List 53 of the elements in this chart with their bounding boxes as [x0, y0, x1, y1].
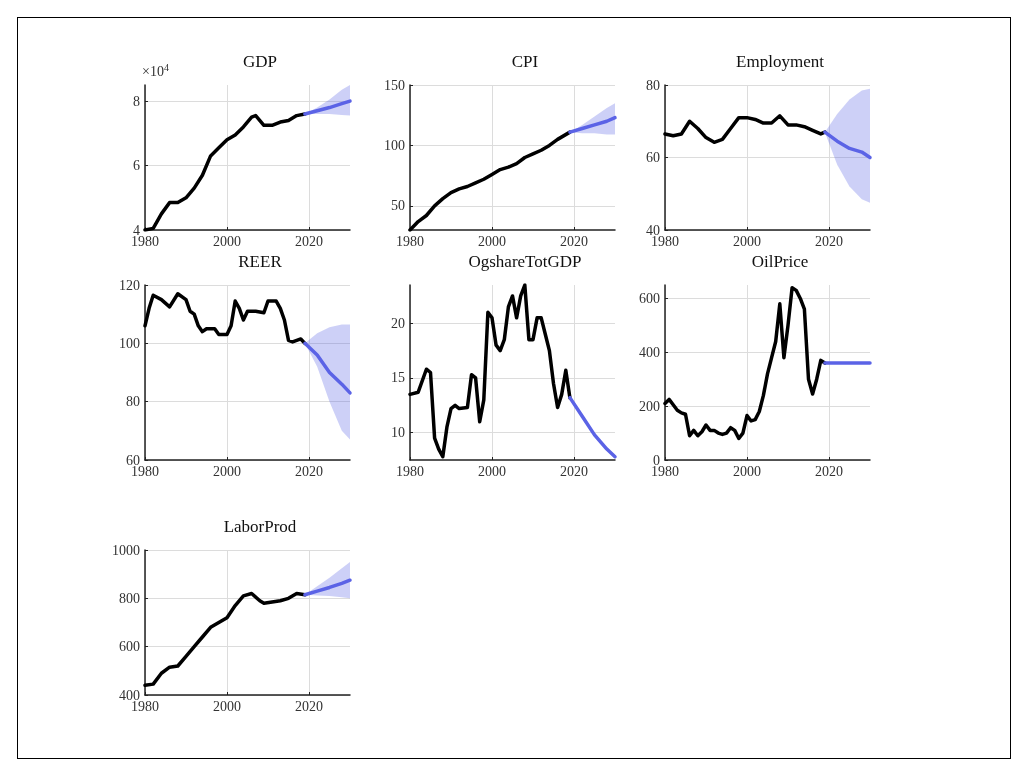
y-tick-label: 600 [639, 290, 660, 306]
chart-title: OgshareTotGDP [468, 252, 582, 271]
x-tick-label: 2000 [478, 463, 506, 479]
y-tick-label: 10 [391, 425, 405, 441]
x-tick-label: 2000 [733, 233, 761, 249]
line-series [823, 130, 872, 160]
line-series [143, 292, 307, 346]
y-tick-label: 80 [126, 394, 140, 410]
line-series [408, 130, 572, 232]
y-tick-label: 20 [391, 315, 405, 331]
y-tick-label: 50 [391, 198, 405, 214]
y-tick-label: 6 [133, 158, 140, 174]
y-tick-label: 60 [646, 150, 660, 165]
x-tick-label: 1980 [396, 463, 424, 479]
y-tick-label: 800 [119, 590, 140, 606]
y-tick-label: 100 [384, 137, 405, 153]
y-tick-label: 80 [646, 77, 660, 93]
x-tick-label: 2000 [733, 463, 761, 479]
y-tick-label: 15 [391, 370, 405, 386]
x-tick-label: 2000 [213, 463, 241, 479]
line-series [663, 114, 827, 145]
line-series [568, 115, 617, 134]
x-tick-label: 2000 [478, 233, 506, 249]
x-tick-label: 2020 [560, 233, 588, 249]
y-tick-label: 8 [133, 93, 140, 109]
x-tick-label: 1980 [396, 233, 424, 249]
x-tick-label: 2020 [815, 233, 843, 249]
x-tick-label: 2020 [560, 463, 588, 479]
line-series [663, 285, 827, 441]
line-series [143, 591, 307, 688]
chart-title: GDP [242, 52, 278, 71]
x-tick-label: 2020 [295, 233, 323, 249]
y-tick-label: 400 [639, 344, 660, 360]
x-tick-label: 2000 [213, 233, 241, 249]
x-tick-label: 2020 [815, 463, 843, 479]
y-tick-label: 120 [119, 277, 140, 293]
y-tick-label: 100 [119, 335, 140, 351]
chart-title: LaborProd [223, 517, 297, 536]
y-tick-label: 1000 [112, 542, 140, 558]
x-tick-label: 2000 [213, 698, 241, 714]
chart-title: Employment [736, 52, 825, 71]
line-series [568, 395, 617, 459]
line-series [143, 112, 307, 232]
chart-title: CPI [511, 52, 539, 71]
chart-title: REER [238, 252, 283, 271]
chart-title: OilPrice [751, 252, 809, 271]
line-series [303, 578, 352, 597]
x-tick-label: 2020 [295, 698, 323, 714]
y-tick-label: 150 [384, 77, 405, 93]
y-tick-label: 200 [639, 398, 660, 414]
x-tick-label: 2020 [295, 463, 323, 479]
y-tick-label: 600 [119, 639, 140, 655]
line-series [303, 341, 352, 395]
